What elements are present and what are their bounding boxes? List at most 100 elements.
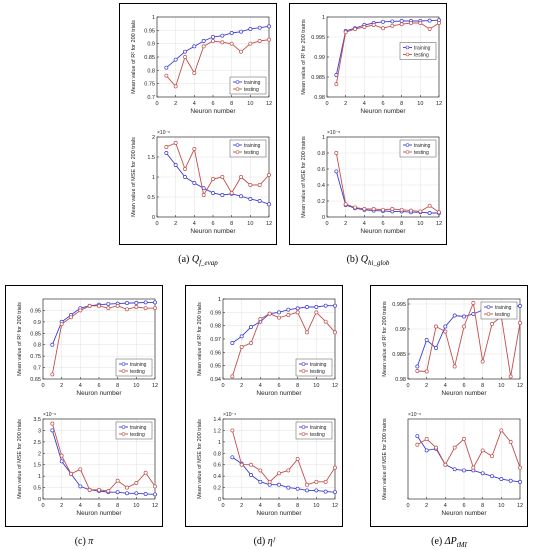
x-tick-label: 4 bbox=[193, 221, 196, 227]
y-axis-label: Mean value of MSE for 200 trials bbox=[197, 419, 203, 499]
x-tick-label: 10 bbox=[133, 383, 139, 389]
data-point-testing bbox=[323, 479, 328, 484]
x-tick-label: 8 bbox=[481, 383, 484, 389]
series-line-testing bbox=[51, 423, 156, 492]
x-tick-label: 12 bbox=[436, 101, 442, 107]
y-tick-label: 0.2 bbox=[317, 199, 325, 205]
x-tick-label: 8 bbox=[296, 503, 299, 509]
data-point-testing bbox=[97, 487, 101, 492]
data-point-testing bbox=[229, 191, 234, 195]
data-point-training bbox=[134, 300, 139, 305]
data-point-testing bbox=[257, 183, 262, 187]
x-tick-label: 0 bbox=[325, 221, 328, 227]
data-point-testing bbox=[371, 23, 376, 27]
data-point-testing bbox=[59, 453, 64, 458]
x-tick-label: 10 bbox=[133, 503, 139, 509]
data-point-testing bbox=[508, 374, 513, 379]
data-point-testing bbox=[462, 437, 466, 441]
legend-label: training bbox=[130, 425, 147, 431]
data-point-testing bbox=[480, 448, 485, 453]
data-point-testing bbox=[490, 322, 494, 326]
data-point-testing bbox=[249, 341, 253, 345]
data-point-testing bbox=[134, 305, 139, 309]
x-tick-label: 4 bbox=[259, 383, 262, 389]
y-tick-label: 0.8 bbox=[213, 451, 221, 457]
data-point-testing bbox=[418, 21, 423, 25]
legend-label: training bbox=[414, 143, 431, 149]
x-tick-label: 8 bbox=[230, 221, 233, 227]
data-point-training bbox=[50, 428, 55, 433]
data-point-training bbox=[59, 459, 64, 464]
x-tick-label: 2 bbox=[60, 383, 63, 389]
x-axis-label: Neuron number bbox=[441, 390, 487, 397]
chart-c-mse: 0 2 4 6 8 10 12 0 0.5 1 1.5 2 2.5 3 3.5 Neuron number Me… bbox=[17, 412, 158, 517]
data-point-testing bbox=[490, 454, 494, 459]
y-axis-label: Mean value of MSE for 200 trials bbox=[131, 137, 137, 217]
data-point-testing bbox=[437, 210, 441, 215]
x-tick-label: 6 bbox=[381, 101, 384, 107]
y-axis-label: Mean value of MSE for 200 trains bbox=[382, 418, 388, 500]
legend-label: testing bbox=[244, 150, 259, 156]
data-point-training bbox=[106, 302, 111, 306]
data-point-testing bbox=[415, 442, 420, 447]
caption-a: (a) Qf_evap bbox=[178, 254, 218, 267]
y-axis-label: Mean value of MSE for 200 trains bbox=[301, 136, 307, 218]
y-tick-label: 0 bbox=[218, 497, 221, 503]
data-point-training bbox=[333, 303, 337, 308]
data-point-testing bbox=[164, 145, 169, 149]
y-axis-label: Mean value of R² for 200 trials bbox=[17, 302, 23, 376]
data-point-training bbox=[211, 35, 215, 39]
data-point-testing bbox=[381, 26, 385, 31]
y-tick-label: 0.97 bbox=[210, 337, 221, 343]
data-point-training bbox=[314, 488, 319, 493]
y-tick-label: 0.995 bbox=[392, 302, 406, 308]
data-point-training bbox=[125, 301, 129, 306]
data-point-testing bbox=[229, 41, 234, 46]
data-point-training bbox=[518, 479, 522, 484]
data-point-testing bbox=[267, 173, 271, 177]
x-tick-label: 4 bbox=[79, 383, 82, 389]
data-point-testing bbox=[267, 479, 272, 484]
x-tick-label: 6 bbox=[211, 101, 214, 107]
data-point-testing bbox=[211, 39, 215, 43]
data-point-testing bbox=[87, 303, 92, 308]
y-tick-label: 0.5 bbox=[33, 486, 41, 492]
x-tick-label: 10 bbox=[417, 101, 423, 107]
y-tick-label: 1 bbox=[218, 297, 221, 303]
data-point-testing bbox=[153, 306, 157, 311]
y-tick-label: 2 bbox=[152, 135, 155, 141]
data-point-testing bbox=[314, 479, 319, 484]
y-tick-label: 0.95 bbox=[144, 28, 155, 34]
data-point-testing bbox=[427, 27, 432, 31]
data-point-testing bbox=[305, 482, 309, 487]
x-tick-label: 12 bbox=[332, 503, 338, 509]
y-tick-label: 0.99 bbox=[314, 55, 325, 61]
data-point-training bbox=[248, 27, 253, 31]
data-point-testing bbox=[153, 484, 157, 489]
data-point-testing bbox=[424, 437, 429, 441]
chart-d-mse: 0 2 4 6 8 10 12 0 0.2 0.4 0.6 0.8 1 1.2 1.4 Neuron numb… bbox=[197, 412, 338, 517]
data-point-testing bbox=[143, 306, 148, 311]
data-point-testing bbox=[499, 428, 504, 433]
data-point-training bbox=[143, 492, 148, 496]
data-point-training bbox=[164, 65, 169, 70]
x-tick-label: 12 bbox=[332, 383, 338, 389]
x-tick-label: 2 bbox=[174, 101, 177, 107]
x-tick-label: 8 bbox=[481, 503, 484, 509]
data-point-training bbox=[257, 199, 262, 203]
y-tick-label: 3 bbox=[38, 428, 41, 434]
chart-a-mse: 0 2 4 6 8 10 12 0 0.5 1 1.5 2 Neuron number Mean valu… bbox=[131, 130, 272, 235]
data-point-testing bbox=[78, 308, 83, 313]
data-point-training bbox=[201, 39, 206, 43]
x-tick-label: 4 bbox=[444, 383, 447, 389]
y-tick-label: 0.9 bbox=[33, 320, 41, 326]
x-tick-label: 12 bbox=[517, 383, 523, 389]
data-point-training bbox=[295, 486, 300, 491]
data-point-testing bbox=[362, 207, 367, 211]
y-tick-label: 0.99 bbox=[210, 310, 221, 316]
chart-d-r2: 0 2 4 6 8 10 12 0.94 0.95 0.96 0.97 0.98 0.99 1 Neuron… bbox=[197, 297, 338, 397]
data-point-testing bbox=[437, 21, 441, 25]
data-point-training bbox=[286, 307, 291, 312]
data-point-training bbox=[323, 489, 328, 494]
axis-exponent: ×10⁻⁶ bbox=[157, 130, 170, 136]
